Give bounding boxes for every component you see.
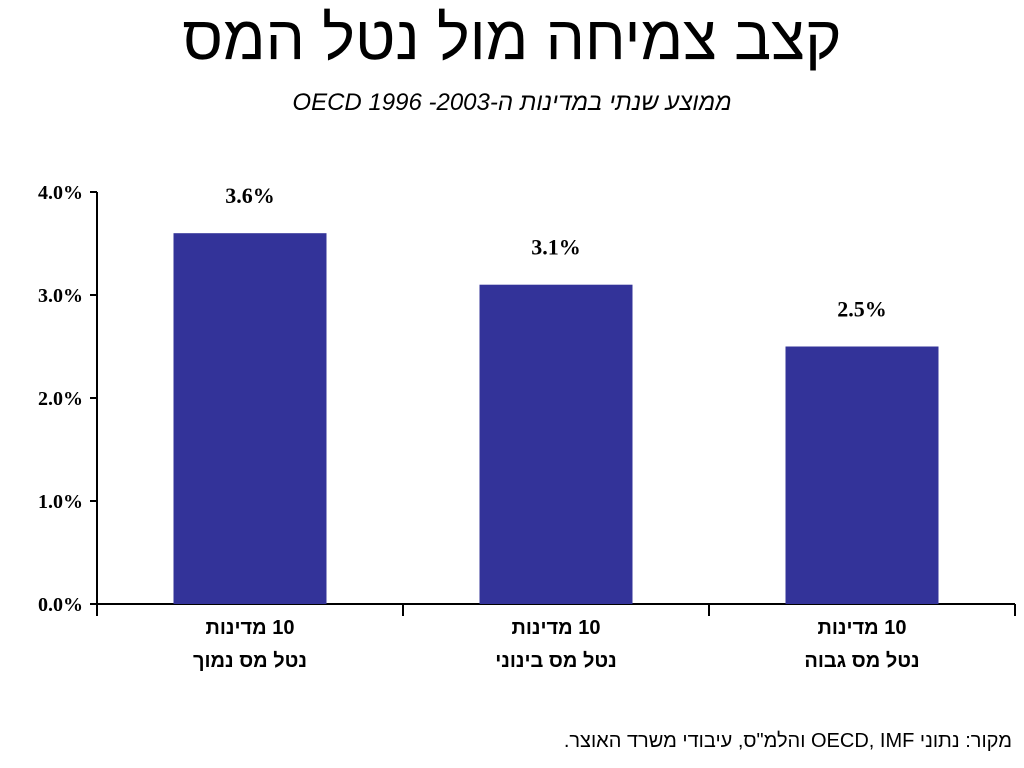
chart-title: קצב צמיחה מול נטל המס xyxy=(182,4,842,73)
y-tick-label: 4.0% xyxy=(38,182,83,204)
bar xyxy=(785,346,939,604)
y-tick-label: 2.0% xyxy=(38,388,83,410)
source-note: מקור: נתוני OECD, IMF והלמ"ס, עיבודי משר… xyxy=(563,730,1012,752)
x-category-label: 10 מדינות xyxy=(511,617,600,639)
y-tick-label: 1.0% xyxy=(38,491,83,513)
chart-subtitle: ממוצע שנתי במדינות ה-OECD 1996 -2003 xyxy=(292,89,732,116)
bar-value-label: 3.1% xyxy=(531,235,581,260)
bar xyxy=(173,233,327,604)
x-category-label: נטל מס נמוך xyxy=(193,650,307,672)
y-tick-label: 0.0% xyxy=(38,594,83,616)
x-category-label: 10 מדינות xyxy=(205,617,294,639)
y-tick-label: 3.0% xyxy=(38,285,83,307)
bar xyxy=(479,284,633,604)
x-category-label: נטל מס גבוה xyxy=(804,650,919,672)
bar-value-label: 2.5% xyxy=(837,297,887,322)
x-category-label: נטל מס בינוני xyxy=(495,650,617,672)
bar-value-label: 3.6% xyxy=(225,183,275,208)
x-category-label: 10 מדינות xyxy=(817,617,906,639)
